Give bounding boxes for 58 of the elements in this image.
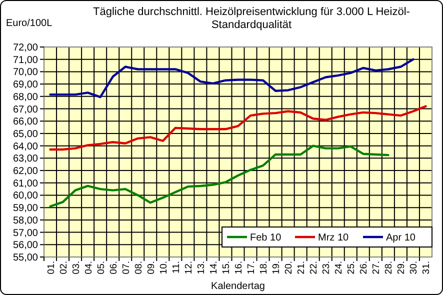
y-tick-label: 63,00	[12, 154, 38, 165]
x-tick-label: 02.	[58, 261, 70, 274]
x-tick-label: 10.	[158, 261, 170, 274]
y-tick-label: 60,00	[12, 190, 38, 202]
x-tick-label: 31.	[421, 261, 432, 274]
x-tick-label: 06.	[108, 261, 120, 274]
x-tick-label: 03.	[70, 261, 82, 274]
y-tick-label: 69,00	[12, 80, 38, 91]
y-tick-label: 72,00	[12, 42, 38, 54]
x-tick-label: 14.	[208, 261, 220, 274]
line-series	[49, 58, 414, 98]
x-tick-label: 15.	[220, 261, 232, 274]
x-tick-label: 27.	[371, 261, 382, 274]
y-tick-label: 68,00	[12, 92, 38, 103]
y-tick-label: 62,00	[12, 166, 38, 178]
y-tick-label: 55,00	[12, 252, 38, 264]
line-series	[49, 144, 390, 208]
y-tick-label: 57,00	[12, 228, 38, 239]
x-tick-label: 28.	[384, 261, 395, 274]
x-tick-label: 23.	[321, 261, 332, 274]
x-tick-label: 12.	[183, 261, 194, 274]
x-tick-label: 19.	[271, 261, 282, 274]
x-tick-label: 09.	[146, 261, 157, 274]
legend-label: Apr 10	[386, 232, 416, 244]
y-tick-label: 56,00	[12, 240, 38, 252]
chart-title: Tägliche durchschnittl. Heizölpreisentwicklung für 3.000 L Heizöl-Standardqualität	[93, 6, 410, 31]
x-tick-label: 22.	[308, 261, 320, 274]
y-tick-label: 61,00	[12, 178, 38, 190]
x-tick-label: 16.	[234, 261, 244, 274]
y-tick-label: 67,00	[12, 104, 38, 116]
y-tick-label: 59,00	[12, 203, 38, 214]
x-axis-title: Kalendertag	[211, 281, 265, 292]
x-tick-label: 13.	[196, 261, 207, 274]
line-series	[49, 105, 427, 151]
y-tick-label: 71,00	[12, 54, 38, 66]
x-tick-label: 21.	[296, 261, 308, 274]
x-tick-label: 29.	[396, 261, 408, 274]
x-tick-label: 30.	[408, 261, 420, 274]
x-tick-label: 04.	[83, 261, 94, 274]
y-tick-label: 65,00	[12, 128, 38, 140]
x-tick-label: 26.	[358, 261, 370, 274]
x-tick-label: 05.	[96, 261, 107, 274]
x-tick-label: 01.	[46, 261, 57, 274]
x-tick-label: 24.	[334, 261, 345, 274]
x-tick-label: 17.	[246, 261, 258, 274]
y-tick-label: 64,00	[12, 141, 38, 152]
x-tick-label: 25.	[346, 261, 358, 274]
x-tick-label: 18.	[258, 261, 270, 274]
x-tick-label: 08.	[133, 261, 144, 274]
y-axis-title: Euro/100L	[6, 18, 53, 29]
x-tick-label: 11.	[170, 261, 182, 274]
y-tick-label: 70,00	[12, 67, 38, 78]
legend-label: Feb 10	[250, 232, 282, 244]
y-tick-label: 66,00	[12, 116, 38, 128]
legend-label: Mrz 10	[318, 232, 349, 244]
y-tick-label: 58,00	[12, 215, 38, 226]
x-tick-label: 20.	[284, 261, 295, 274]
x-tick-label: 07.	[120, 261, 132, 274]
